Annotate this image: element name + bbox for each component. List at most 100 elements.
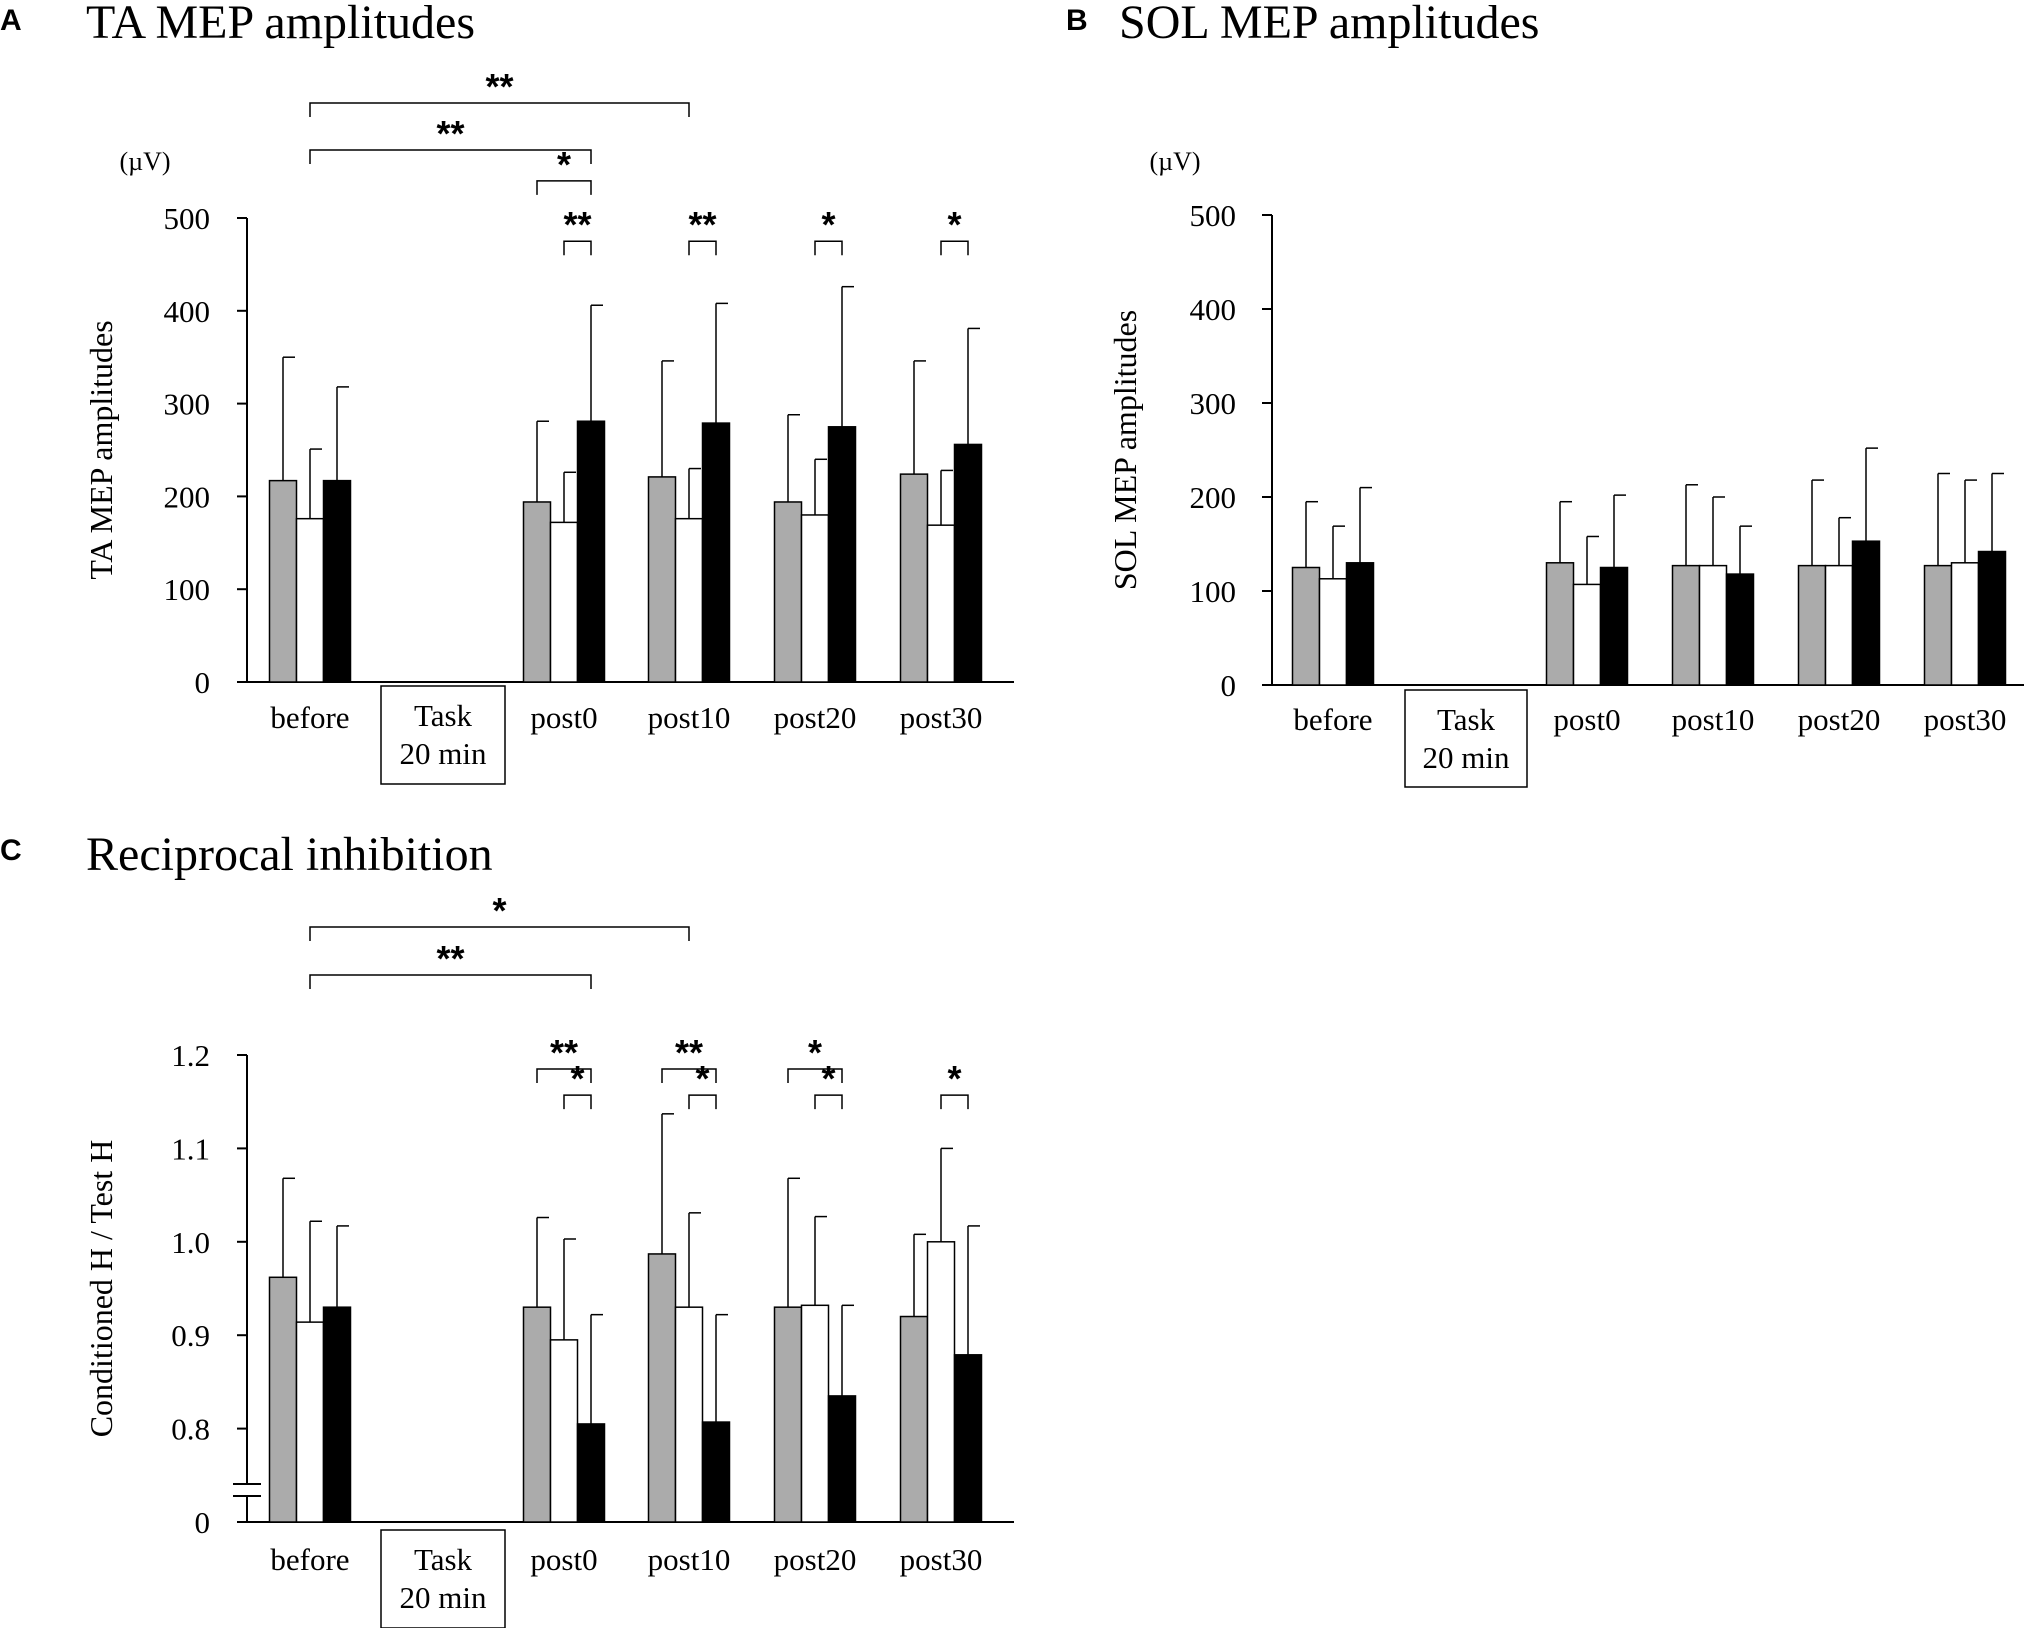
significance-bracket bbox=[940, 240, 969, 256]
y-tick-label: 500 bbox=[1190, 198, 1237, 233]
bar-gray bbox=[647, 1253, 677, 1523]
panel-title: Reciprocal inhibition bbox=[86, 828, 493, 881]
significance-label: * bbox=[808, 1032, 822, 1073]
task-box bbox=[1404, 689, 1528, 788]
y-tick-label: 200 bbox=[164, 479, 211, 514]
task-label: Task bbox=[1437, 702, 1496, 737]
x-tick-label: post0 bbox=[1553, 702, 1620, 737]
task-box bbox=[380, 1529, 506, 1628]
panel-a: A TA MEP amplitudes (µV) TA MEP amplitudes 0… bbox=[0, 0, 1014, 785]
y-axis-label: SOL MEP amplitudes bbox=[1107, 310, 1143, 590]
y-tick-label: 0 bbox=[195, 1505, 211, 1540]
bar-gray bbox=[1923, 564, 1953, 686]
bar-white bbox=[295, 1321, 325, 1523]
x-tick-label: before bbox=[270, 1542, 349, 1577]
x-tick-label: post10 bbox=[648, 700, 731, 735]
task-box bbox=[380, 685, 506, 785]
significance-label: ** bbox=[550, 1032, 578, 1073]
panel-c: C Reciprocal inhibition Conditioned H / Te… bbox=[0, 828, 1014, 1628]
bar-black bbox=[322, 479, 352, 683]
x-tick-label: post20 bbox=[774, 700, 857, 735]
unit-label: (µV) bbox=[1149, 147, 1200, 176]
significance-label: ** bbox=[675, 1032, 703, 1073]
bar-black bbox=[701, 422, 731, 683]
significance-bracket bbox=[688, 240, 717, 256]
significance-label: ** bbox=[436, 938, 464, 979]
bar-white bbox=[926, 1241, 956, 1523]
bar-white bbox=[549, 521, 579, 683]
significance-bracket bbox=[563, 240, 592, 256]
bar-black bbox=[1599, 566, 1629, 686]
bar-gray bbox=[1797, 564, 1827, 686]
y-tick-label: 1.0 bbox=[171, 1225, 210, 1260]
bar-gray bbox=[268, 479, 298, 683]
y-tick-label: 100 bbox=[1190, 574, 1237, 609]
bar-white bbox=[926, 524, 956, 683]
bar-gray bbox=[1671, 564, 1701, 686]
significance-bracket bbox=[536, 1068, 592, 1084]
panel-letter: C bbox=[0, 834, 22, 867]
significance-bracket bbox=[309, 974, 592, 989]
significance-bracket bbox=[309, 926, 690, 941]
significance-bracket bbox=[940, 1094, 969, 1110]
bar-black bbox=[953, 1354, 983, 1523]
x-tick-label: post0 bbox=[530, 700, 597, 735]
y-tick-label: 300 bbox=[1190, 386, 1237, 421]
bar-black bbox=[576, 1423, 606, 1523]
significance-label: ** bbox=[688, 204, 716, 245]
significance-bracket bbox=[563, 1094, 592, 1110]
significance-bracket bbox=[787, 1068, 843, 1084]
bar-white bbox=[549, 1339, 579, 1523]
significance-bracket bbox=[536, 180, 592, 195]
x-tick-label: post0 bbox=[530, 1542, 597, 1577]
bar-black bbox=[701, 1421, 731, 1523]
significance-label: * bbox=[821, 204, 835, 245]
unit-label: (µV) bbox=[119, 147, 170, 176]
task-duration-label: 20 min bbox=[400, 1580, 487, 1615]
bar-gray bbox=[522, 501, 552, 683]
significance-label: ** bbox=[563, 204, 591, 245]
bar-white bbox=[1318, 578, 1348, 686]
significance-label: ** bbox=[485, 66, 513, 107]
bar-black bbox=[1345, 562, 1375, 686]
bar-gray bbox=[773, 1306, 803, 1523]
bar-black bbox=[1851, 540, 1881, 686]
y-tick-label: 1.2 bbox=[171, 1038, 210, 1073]
x-tick-label: post30 bbox=[1924, 702, 2007, 737]
x-tick-label: post10 bbox=[648, 1542, 731, 1577]
y-tick-label: 0 bbox=[1221, 668, 1237, 703]
panel-b: B SOL MEP amplitudes (µV) SOL MEP amplitude… bbox=[1066, 0, 2024, 788]
significance-bracket bbox=[309, 102, 690, 117]
significance-label: * bbox=[570, 1058, 584, 1099]
significance-label: * bbox=[557, 144, 571, 185]
y-tick-label: 0.9 bbox=[171, 1318, 210, 1353]
y-axis-label: TA MEP amplitudes bbox=[83, 320, 119, 579]
y-tick-label: 400 bbox=[1190, 292, 1237, 327]
bar-white bbox=[1698, 564, 1728, 686]
bar-black bbox=[827, 426, 857, 683]
significance-bracket bbox=[309, 149, 592, 164]
significance-label: ** bbox=[436, 113, 464, 154]
significance-bracket bbox=[814, 240, 843, 256]
task-duration-label: 20 min bbox=[400, 736, 487, 771]
bar-gray bbox=[1291, 566, 1321, 686]
bar-gray bbox=[268, 1276, 298, 1523]
bar-black bbox=[576, 420, 606, 683]
bar-black bbox=[1725, 573, 1755, 686]
significance-bracket bbox=[688, 1094, 717, 1110]
bar-white bbox=[800, 514, 830, 683]
bar-white bbox=[800, 1304, 830, 1523]
y-tick-label: 100 bbox=[164, 572, 211, 607]
bar-gray bbox=[1545, 562, 1575, 686]
task-duration-label: 20 min bbox=[1423, 740, 1510, 775]
x-tick-label: before bbox=[1293, 702, 1372, 737]
significance-label: * bbox=[821, 1058, 835, 1099]
bar-white bbox=[1824, 564, 1854, 686]
significance-label: * bbox=[947, 1058, 961, 1099]
panel-letter: B bbox=[1066, 4, 1088, 37]
bar-white bbox=[1572, 583, 1602, 686]
task-label: Task bbox=[414, 698, 473, 733]
bar-white bbox=[1950, 562, 1980, 686]
panel-letter: A bbox=[0, 4, 22, 37]
